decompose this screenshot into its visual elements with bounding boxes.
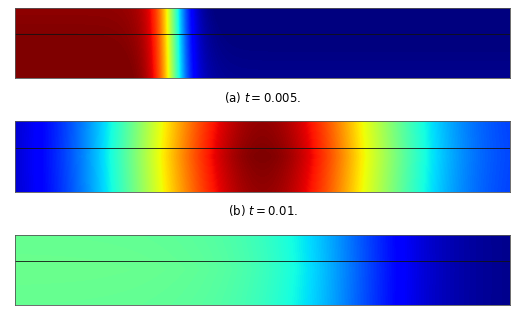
Text: (a) $t = 0.005$.: (a) $t = 0.005$. xyxy=(224,90,301,105)
Text: (b) $t = 0.01$.: (b) $t = 0.01$. xyxy=(228,203,298,218)
